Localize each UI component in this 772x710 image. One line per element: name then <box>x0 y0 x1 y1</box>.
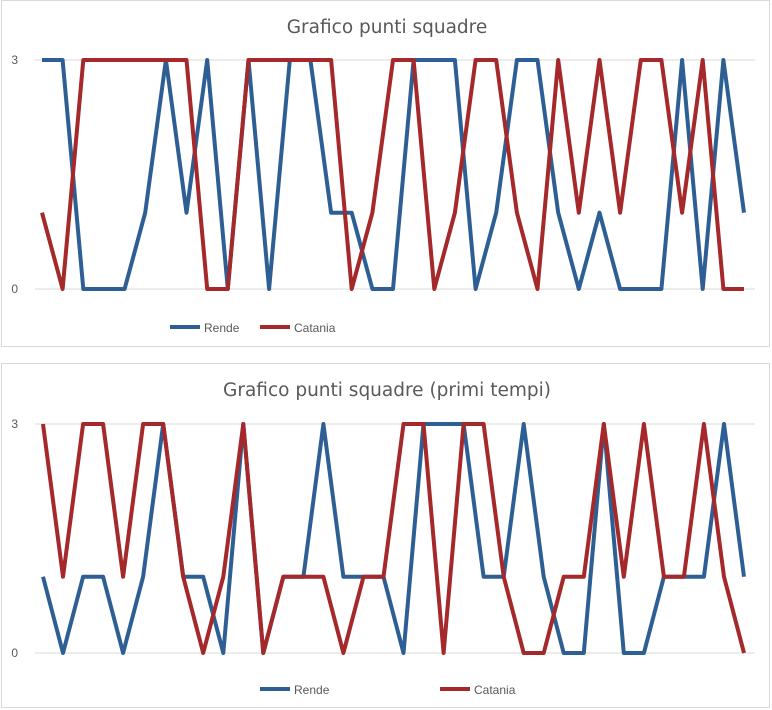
chart-2-series-rende <box>41 422 746 655</box>
chart-2-ytick-3: 3 <box>11 417 18 431</box>
chart-2-title: Grafico punti squadre (primi tempi) <box>223 380 551 401</box>
chart-2: Grafico punti squadre (primi tempi) 3 0 … <box>11 380 755 697</box>
chart-panel-1: Grafico punti squadre 3 0 Rende Catania <box>1 0 770 347</box>
chart-2-legend-rende-label: Rende <box>294 683 330 697</box>
chart-2-legend-catania-label: Catania <box>474 683 516 697</box>
chart-1-legend-catania-label: Catania <box>294 321 336 335</box>
chart-2-ytick-0: 0 <box>11 646 18 660</box>
chart-1-series-rende <box>42 58 746 291</box>
chart-panel-2: Grafico punti squadre (primi tempi) 3 0 … <box>1 363 770 708</box>
chart-1-title: Grafico punti squadre <box>287 17 488 38</box>
chart-1: Grafico punti squadre 3 0 Rende Catania <box>11 17 755 335</box>
chart-2-series-catania <box>41 422 746 655</box>
chart-1-ytick-3: 3 <box>11 53 18 67</box>
chart-1-ytick-0: 0 <box>11 282 18 296</box>
chart-1-legend-rende-label: Rende <box>204 321 240 335</box>
chart-1-series-catania <box>40 58 744 291</box>
